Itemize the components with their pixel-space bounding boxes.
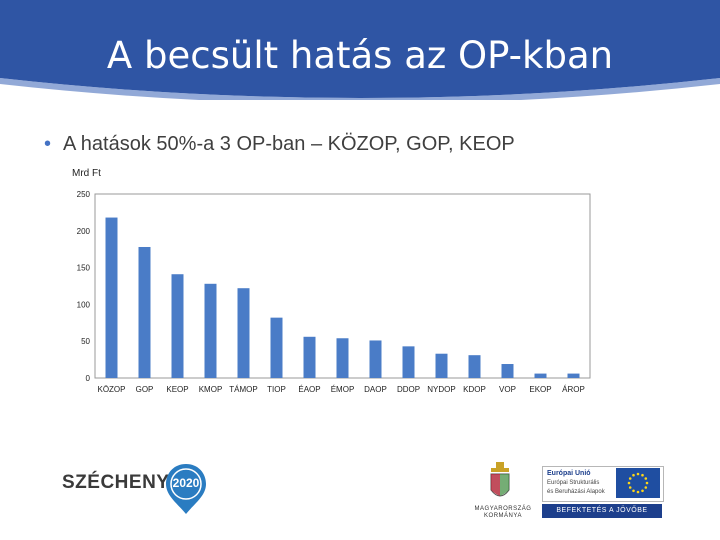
eu-star-icon bbox=[636, 490, 640, 494]
y-axis-ticks: 0 50 100 150 200 250 bbox=[77, 190, 91, 383]
eu-star-icon bbox=[628, 477, 632, 480]
bar-kmop bbox=[204, 283, 217, 378]
x-tick-label: VOP bbox=[499, 385, 516, 394]
bullet-dot-icon: • bbox=[44, 133, 52, 155]
y-tick-label: 0 bbox=[86, 374, 91, 383]
x-tick-label: EKOP bbox=[529, 385, 551, 394]
bar-chart: 0 50 100 150 200 250 KÖZOP GOP KEOP KMOP TÁMOP TIO… bbox=[77, 190, 591, 394]
bar-ddop bbox=[402, 346, 415, 378]
x-tick-label: TÁMOP bbox=[229, 385, 257, 394]
y-tick-label: 50 bbox=[81, 337, 90, 346]
gov-line-1: MAGYARORSZÁG bbox=[474, 506, 532, 512]
x-tick-label: DDOP bbox=[397, 385, 420, 394]
bar-támop bbox=[237, 288, 250, 378]
bar-vop bbox=[501, 364, 514, 378]
bar-nydop bbox=[435, 353, 448, 378]
slide-title: A becsült hatás az OP-kban bbox=[106, 34, 614, 77]
eu-star-icon bbox=[636, 472, 640, 476]
header-background bbox=[0, 0, 720, 100]
x-tick-label: ÉMOP bbox=[331, 385, 355, 394]
eu-star-icon bbox=[644, 477, 648, 480]
bar-gop bbox=[138, 246, 151, 378]
bar-ekop bbox=[534, 373, 547, 378]
y-tick-label: 100 bbox=[77, 300, 91, 309]
bullet-text: A hatások 50%-a 3 OP-ban – KÖZOP, GOP, K… bbox=[63, 133, 515, 155]
eu-line-1: Európai Unió bbox=[547, 470, 591, 477]
bar-émop bbox=[336, 338, 349, 378]
eu-star-icon bbox=[644, 486, 648, 489]
bar-tiop bbox=[270, 317, 283, 378]
y-tick-label: 150 bbox=[77, 264, 91, 273]
bar-keop bbox=[171, 274, 184, 378]
eu-star-icon bbox=[632, 473, 635, 477]
y-tick-label: 250 bbox=[77, 190, 91, 199]
coat-of-arms-icon bbox=[490, 462, 510, 497]
gov-line-2: KORMÁNYA bbox=[484, 513, 522, 519]
location-pin-icon bbox=[166, 464, 206, 514]
x-tick-label: KEOP bbox=[166, 385, 188, 394]
x-tick-label: NYDOP bbox=[427, 385, 455, 394]
eu-line-2: Európai Strukturális bbox=[547, 480, 600, 486]
x-tick-label: GOP bbox=[136, 385, 154, 394]
eu-star-icon bbox=[645, 481, 649, 485]
x-tick-label: KÖZOP bbox=[97, 385, 125, 394]
slide-header: A becsült hatás az OP-kban bbox=[0, 0, 720, 100]
bar-árop bbox=[567, 373, 580, 378]
bar-közop bbox=[105, 217, 118, 378]
x-tick-label: KDOP bbox=[463, 385, 486, 394]
bullet-point: • A hatások 50%-a 3 OP-ban – KÖZOP, GOP, … bbox=[44, 133, 515, 156]
x-tick-label: DAOP bbox=[364, 385, 387, 394]
x-axis-labels: KÖZOP GOP KEOP KMOP TÁMOP TIOP ÉAOP ÉMOP DAOP DDO… bbox=[97, 385, 584, 394]
x-tick-label: ÉAOP bbox=[298, 385, 320, 394]
eu-banner: BEFEKTETÉS A JÖVŐBE bbox=[542, 504, 662, 518]
eu-flag-icon bbox=[616, 468, 660, 498]
bar-kdop bbox=[468, 355, 481, 378]
eu-star-icon bbox=[632, 489, 635, 493]
eu-star-icon bbox=[628, 486, 632, 489]
eu-star-icon bbox=[641, 473, 644, 477]
bar-éaop bbox=[303, 336, 316, 378]
y-tick-label: 200 bbox=[77, 227, 91, 236]
eu-line-3: és Beruházási Alapok bbox=[547, 489, 605, 495]
eu-star-icon bbox=[627, 481, 631, 485]
x-tick-label: KMOP bbox=[199, 385, 223, 394]
x-tick-label: TIOP bbox=[267, 385, 286, 394]
government-logo-text: MAGYARORSZÁG KORMÁNYA bbox=[468, 506, 538, 520]
eu-star-icon bbox=[641, 489, 644, 493]
bar-daop bbox=[369, 340, 382, 378]
year-badge-text: 2020 bbox=[172, 476, 200, 490]
x-tick-label: ÁROP bbox=[562, 385, 585, 394]
y-axis-label: Mrd Ft bbox=[72, 168, 101, 179]
bars bbox=[105, 217, 580, 378]
szechenyi-logo-text: SZÉCHENYI bbox=[62, 472, 176, 493]
